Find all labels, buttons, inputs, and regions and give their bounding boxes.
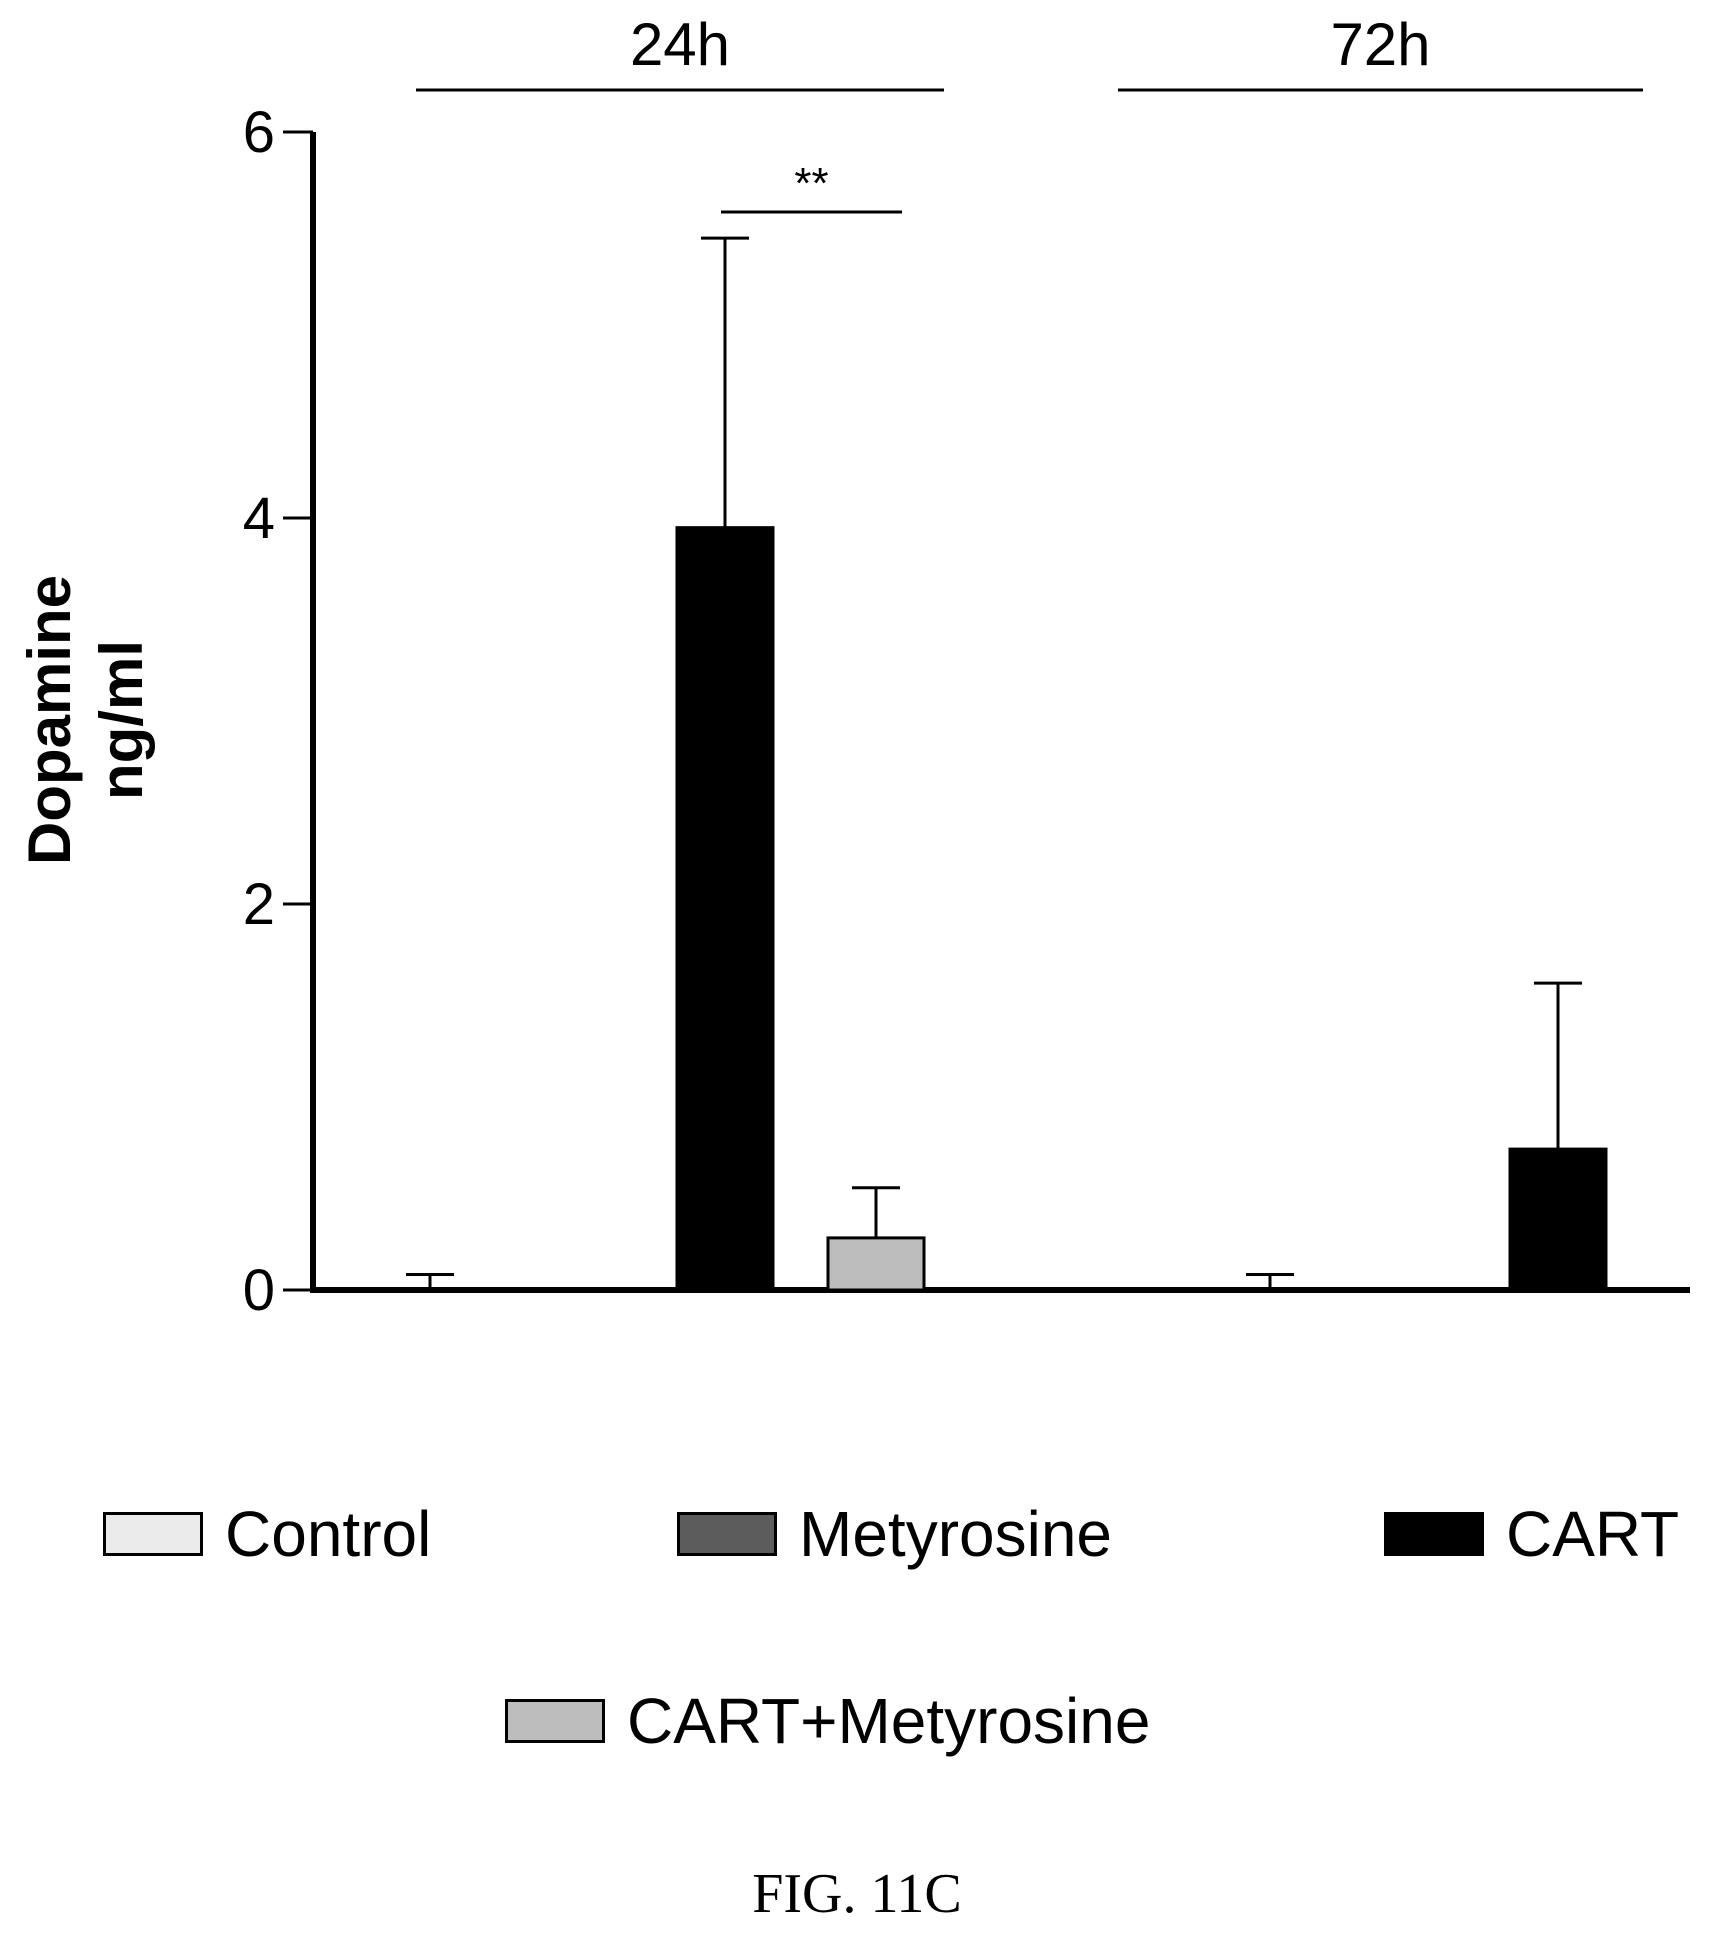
y-tick-label-4: 4 [243,486,275,551]
y-axis-label-line2: ng/ml [88,640,155,800]
significance-label: ** [794,159,828,208]
bar-24h-cart-metyrosine [826,1236,926,1292]
legend-label-cart: CART [1506,1498,1680,1570]
legend-label-cart-metyrosine: CART+Metyrosine [627,1685,1151,1757]
y-tick-label-2: 2 [243,872,275,937]
y-tick-label-0: 0 [243,1258,275,1323]
legend-swatch-cart-metyrosine [505,1699,605,1743]
legend-label-control: Control [225,1498,432,1570]
legend-item-control: Control [103,1497,431,1571]
y-tick-label-6: 6 [243,100,275,165]
y-axis-label-line1: Dopamine [16,575,83,865]
legend-swatch-cart [1384,1512,1484,1556]
group-label-24h: 24h [630,11,730,78]
legend-item-cart: CART [1384,1497,1679,1571]
legend-item-metyrosine: Metyrosine [677,1497,1112,1571]
bar-24h-cart [675,526,775,1292]
legend-swatch-metyrosine [677,1512,777,1556]
legend-swatch-control [103,1512,203,1556]
legend-label-metyrosine: Metyrosine [799,1498,1112,1570]
figure-caption: FIG. 11C [752,1863,962,1925]
group-label-72h: 72h [1330,11,1430,78]
legend-item-cart-metyrosine: CART+Metyrosine [505,1684,1150,1758]
